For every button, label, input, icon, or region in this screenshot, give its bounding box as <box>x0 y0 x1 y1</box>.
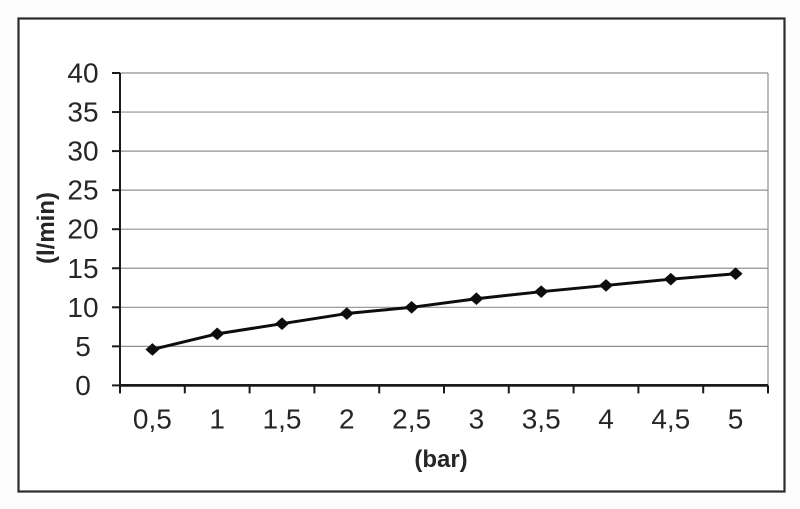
figure-border <box>17 17 786 493</box>
data-point-marker <box>599 279 613 292</box>
y-axis-title: (l/min) <box>33 192 60 264</box>
x-tick-label: 2 <box>339 404 355 435</box>
y-tick-label: 0 <box>75 370 91 401</box>
x-tick-label: 4,5 <box>651 404 690 435</box>
y-tick-label: 15 <box>67 253 98 284</box>
y-axis-tick-labels: 0 5 10 15 20 25 30 35 40 <box>67 58 98 401</box>
y-tick-label: 40 <box>67 58 98 89</box>
x-axis-tick-labels: 0,5 1 1,5 2 2,5 3 3,5 4 4,5 5 <box>133 404 743 435</box>
data-point-marker <box>339 307 354 320</box>
y-tick-label: 35 <box>67 97 98 128</box>
x-tick-label: 3,5 <box>522 404 561 435</box>
x-tick-label: 1,5 <box>263 404 302 435</box>
data-point-marker <box>404 301 419 314</box>
y-tick-label: 10 <box>67 292 98 323</box>
gridlines <box>120 72 769 386</box>
data-point-marker <box>275 317 289 331</box>
data-point-marker <box>728 267 743 281</box>
x-axis-title: (bar) <box>414 446 467 473</box>
data-point-marker <box>469 292 484 306</box>
x-tick-label: 1 <box>209 404 225 435</box>
x-tick-label: 2,5 <box>392 404 431 435</box>
x-tick-label: 5 <box>728 404 744 435</box>
y-tick-label: 30 <box>67 136 98 167</box>
x-tick-label: 0,5 <box>133 404 172 435</box>
x-tick-label: 4 <box>598 404 614 435</box>
y-tick-label: 25 <box>67 175 98 206</box>
x-tick-label: 3 <box>469 404 485 435</box>
y-tick-label: 20 <box>67 214 98 245</box>
data-series <box>145 267 743 356</box>
data-point-marker <box>534 285 549 298</box>
data-point-marker <box>210 327 225 341</box>
series-line <box>152 272 736 351</box>
data-point-marker <box>145 343 160 356</box>
axis-ticks <box>112 72 769 394</box>
y-tick-label: 5 <box>75 331 91 362</box>
data-point-marker <box>663 272 678 286</box>
